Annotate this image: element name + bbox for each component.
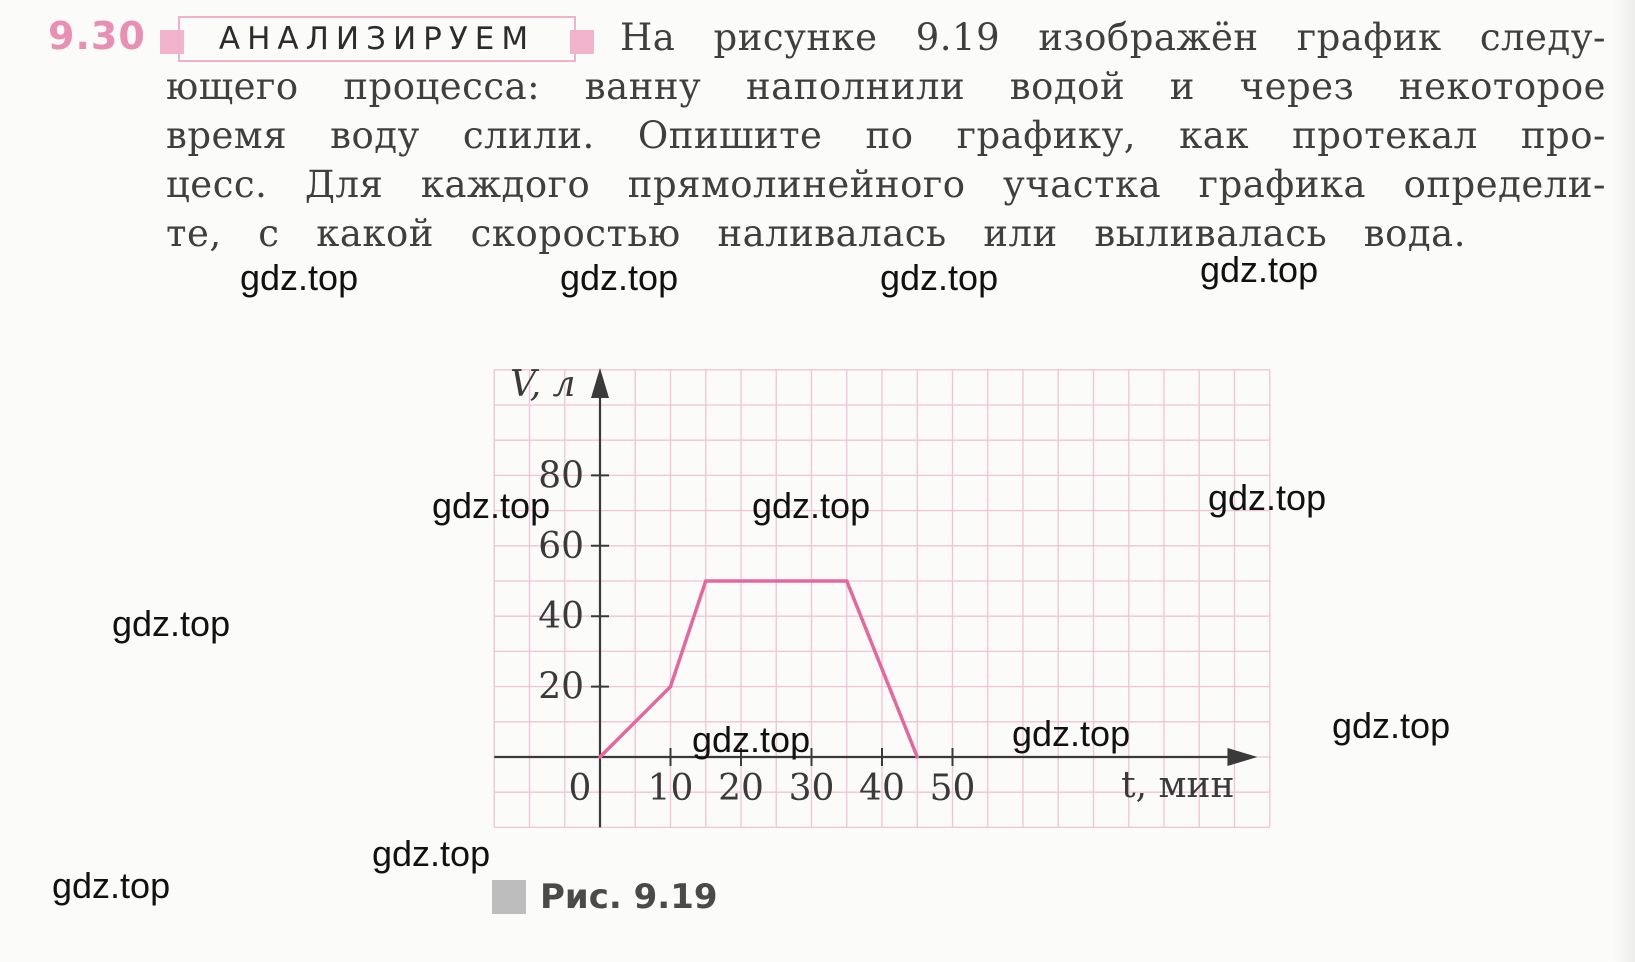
problem-text-line-1: На рисунке 9.19 изображён график следу- bbox=[620, 16, 1606, 59]
tag-left-marker bbox=[160, 30, 184, 54]
caption-marker bbox=[492, 880, 526, 914]
watermark: gdz.top bbox=[372, 833, 491, 874]
watermark: gdz.top bbox=[1332, 705, 1451, 746]
data-point bbox=[703, 579, 708, 583]
watermark: gdz.top bbox=[1012, 713, 1131, 754]
watermark: gdz.top bbox=[1200, 249, 1319, 290]
y-axis-arrow bbox=[591, 367, 609, 398]
watermark: gdz.top bbox=[1208, 477, 1327, 518]
watermark: gdz.top bbox=[692, 719, 811, 760]
page-edge-shadow bbox=[1613, 0, 1635, 962]
x-tick-label: 40 bbox=[859, 768, 905, 809]
x-tick-label: 50 bbox=[930, 768, 976, 809]
data-point bbox=[844, 579, 849, 583]
problem-text-line-4: цесс. Для каждого прямолинейного участка… bbox=[166, 163, 1606, 206]
y-tick-label: 80 bbox=[538, 455, 584, 496]
y-axis-label: V, л bbox=[510, 364, 576, 405]
figure-caption-text: Рис. 9.19 bbox=[540, 877, 718, 917]
problem-number: 9.30 bbox=[48, 14, 146, 58]
data-point bbox=[598, 755, 602, 759]
problem-text-line-5: те, с какой скоростью наливалась или выл… bbox=[166, 212, 1466, 255]
watermark: gdz.top bbox=[752, 485, 871, 526]
watermark: gdz.top bbox=[52, 865, 171, 906]
y-tick-label: 40 bbox=[538, 596, 584, 637]
x-tick-label: 10 bbox=[648, 768, 694, 809]
x-tick-label: 30 bbox=[789, 768, 835, 809]
tag-right-marker bbox=[570, 30, 594, 54]
x-axis-label: t, мин bbox=[1121, 765, 1234, 806]
y-tick-label: 60 bbox=[538, 526, 584, 567]
watermark: gdz.top bbox=[880, 257, 999, 298]
watermark: gdz.top bbox=[112, 603, 231, 644]
problem-text-line-2: ющего процесса: ванну наполнили водой и … bbox=[166, 65, 1606, 108]
x-axis-arrow bbox=[1227, 748, 1258, 766]
problem-text-line-3: время воду слили. Опишите по графику, ка… bbox=[166, 114, 1606, 157]
figure-caption: Рис. 9.19 bbox=[492, 877, 718, 917]
data-point bbox=[915, 755, 920, 759]
watermark: gdz.top bbox=[432, 485, 551, 526]
data-point bbox=[668, 684, 673, 689]
watermark: gdz.top bbox=[240, 257, 359, 298]
y-tick-label: 20 bbox=[538, 667, 584, 708]
tag-analyze: АНАЛИЗИРУЕМ bbox=[178, 16, 576, 62]
x-tick-label: 0 bbox=[569, 768, 592, 809]
watermark: gdz.top bbox=[560, 257, 679, 298]
x-tick-label: 20 bbox=[718, 768, 764, 809]
